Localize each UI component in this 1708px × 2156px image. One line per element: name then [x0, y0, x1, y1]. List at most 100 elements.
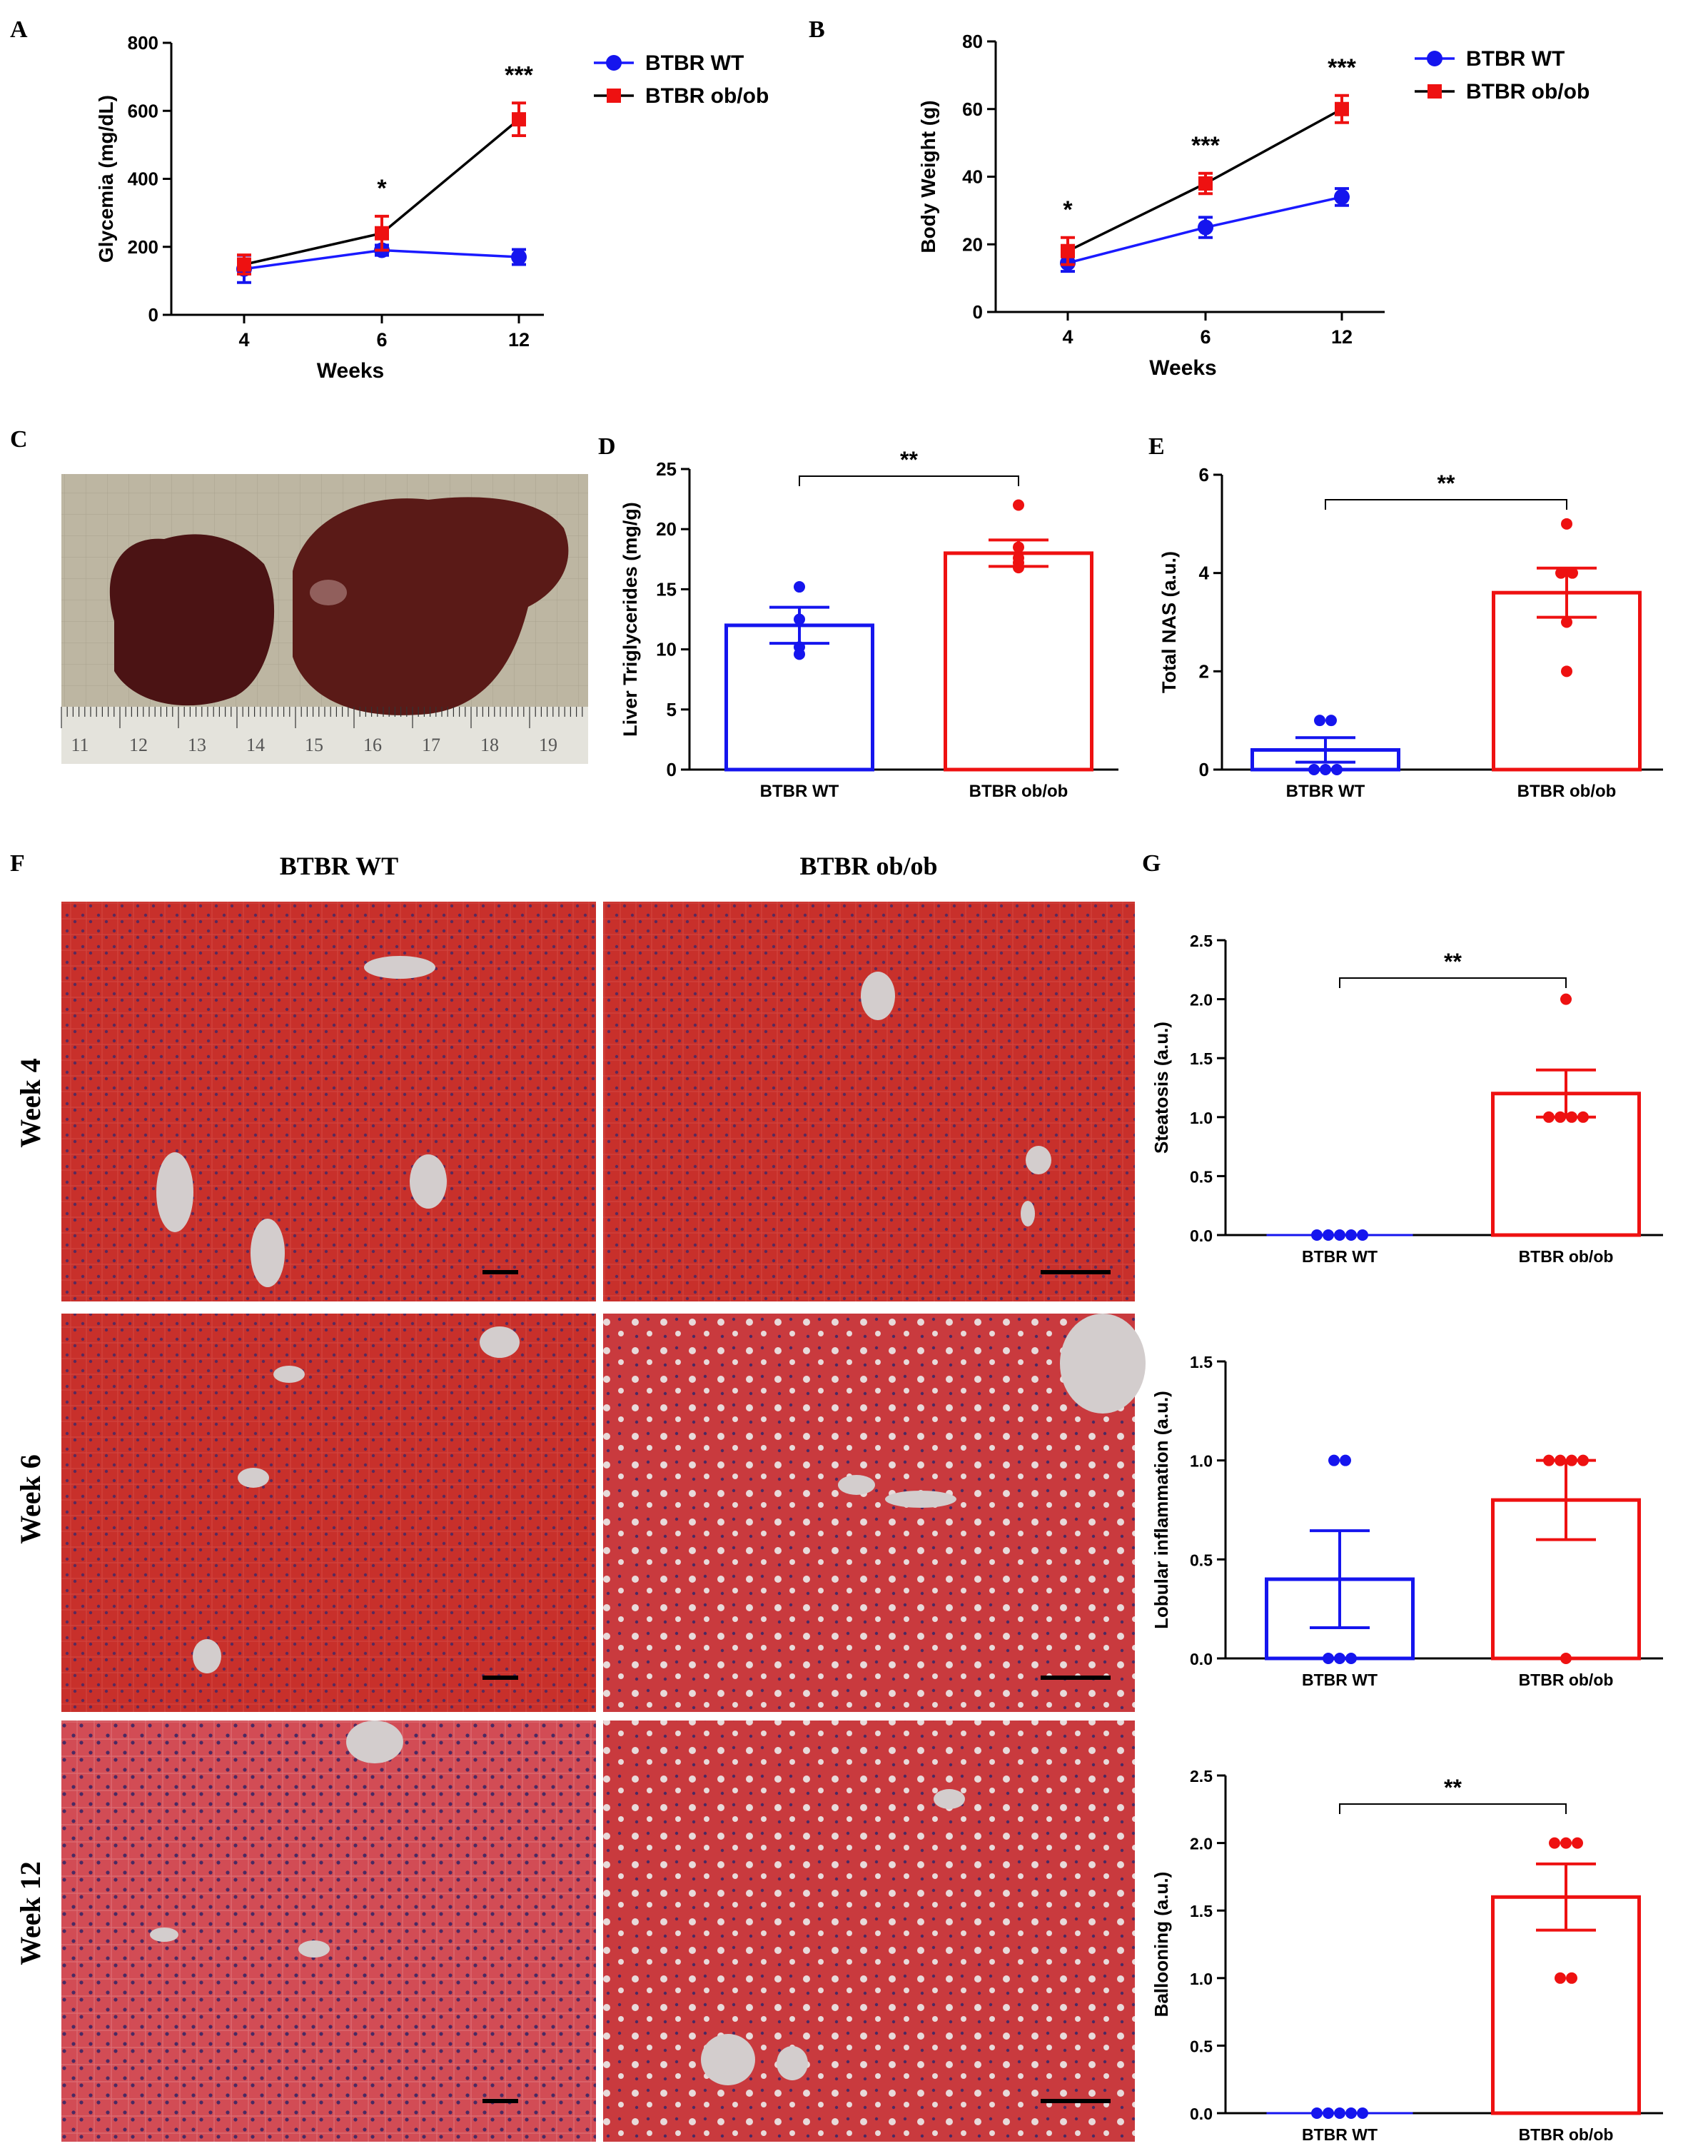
- data-point: [1323, 1653, 1334, 1664]
- histology-column-ob: BTBR ob/ob: [799, 852, 937, 880]
- small-liver: [109, 534, 275, 706]
- y-tick-label: 25: [656, 458, 677, 480]
- significance-bracket: [1339, 1803, 1567, 1814]
- vessel-lumen: [1021, 1201, 1035, 1226]
- data-point: [1345, 2107, 1357, 2119]
- significance-mark: *: [1063, 196, 1073, 223]
- legend-marker: [1427, 84, 1442, 99]
- data-point: [1566, 1111, 1577, 1123]
- data-point: [1198, 176, 1213, 191]
- data-point: [1314, 715, 1325, 727]
- histology-image: [61, 1721, 596, 2142]
- panel-letter-b: B: [809, 16, 825, 43]
- data-point: [1320, 764, 1331, 775]
- histology-grid: [61, 902, 1146, 2142]
- data-point: [1325, 715, 1337, 727]
- y-tick-label: 1.0: [1190, 1109, 1213, 1127]
- vessel-lumen: [777, 2046, 808, 2080]
- data-point: [1549, 1837, 1560, 1849]
- x-tick-label: BTBR ob/ob: [1519, 1671, 1614, 1689]
- vessel-lumen: [934, 1789, 965, 1809]
- chart-steatosis: 0.0 0.5 1.0 1.5 2.0 2.5 Steatosis (a.u.) BTBR W…: [1151, 932, 1663, 1266]
- large-liver: [293, 497, 569, 715]
- data-point: [1340, 1454, 1351, 1466]
- data-point: [1572, 1837, 1583, 1849]
- x-tick-label: 12: [508, 329, 530, 351]
- liver-photo: 11 12 13 14 15 16 17 18 19: [61, 474, 588, 764]
- vessel-lumen: [298, 1940, 330, 1958]
- x-tick-label: BTBR WT: [1302, 1247, 1378, 1266]
- panel-letter-d: D: [598, 433, 616, 460]
- panel-letter-a: A: [10, 16, 28, 43]
- ruler-number: 16: [363, 735, 382, 755]
- y-tick-label: 6: [1199, 464, 1209, 485]
- x-tick-label: BTBR ob/ob: [969, 782, 1068, 801]
- x-tick-label: 6: [376, 329, 387, 351]
- significance-mark: **: [1444, 949, 1462, 974]
- y-tick-label: 5: [667, 699, 677, 720]
- data-point: [1013, 552, 1024, 564]
- significance-bracket: [1325, 499, 1567, 510]
- histology-row-week4: Week 4: [14, 1058, 46, 1148]
- data-point: [511, 249, 527, 266]
- x-tick-label: BTBR WT: [1302, 2125, 1378, 2144]
- ruler-numbers: 11 12 13 14 15 16 17 18 19: [61, 707, 583, 755]
- ruler-number: 15: [305, 735, 323, 755]
- data-point: [1311, 1229, 1323, 1241]
- histology-row-week6: Week 6: [14, 1454, 46, 1544]
- data-point: [1345, 1653, 1357, 1664]
- y-tick-label: 20: [962, 233, 983, 255]
- y-axis-title: Total NAS (a.u.): [1158, 551, 1180, 693]
- data-point: [1577, 1111, 1589, 1123]
- x-tick-label: 6: [1200, 326, 1211, 348]
- ruler-number: 19: [539, 735, 557, 755]
- significance-mark: **: [1437, 470, 1455, 496]
- chart-ballooning: 0.0 0.5 1.0 1.5 2.0 2.5 Ballooning (a.u.) BTBR …: [1151, 1767, 1663, 2144]
- panel-letter-f: F: [10, 850, 25, 877]
- y-tick-label: 2.5: [1190, 1767, 1213, 1785]
- y-tick-label: 4: [1199, 563, 1210, 584]
- legend-label: BTBR WT: [645, 51, 744, 75]
- data-point: [1566, 1454, 1577, 1466]
- vessel-lumen: [251, 1219, 285, 1287]
- y-tick-label: 10: [656, 639, 677, 660]
- y-tick-label: 80: [962, 31, 983, 52]
- data-point: [1334, 188, 1350, 205]
- y-axis-title: Body Weight (g): [917, 100, 939, 253]
- y-tick-label: 0.5: [1190, 1551, 1213, 1569]
- ruler-number: 17: [422, 735, 440, 755]
- data-point: [1061, 243, 1075, 258]
- y-tick-label: 0.5: [1190, 2037, 1213, 2055]
- x-tick-label: BTBR ob/ob: [1519, 1247, 1614, 1266]
- data-point: [1334, 1653, 1345, 1664]
- data-point: [794, 613, 805, 625]
- y-axis-title: Ballooning (a.u.): [1151, 1872, 1172, 2018]
- x-tick-label: BTBR WT: [760, 782, 839, 801]
- data-point: [1555, 567, 1567, 579]
- y-tick-label: 40: [962, 166, 983, 188]
- data-point: [1328, 1454, 1340, 1466]
- vessel-lumen: [273, 1366, 305, 1383]
- histology-column-wt: BTBR WT: [280, 852, 398, 880]
- y-tick-label: 400: [128, 168, 158, 190]
- y-axis-title: Lobular inflammation (a.u.): [1151, 1391, 1172, 1629]
- chart-liver-triglycerides: 0 5 10 15 20 25 Liver Triglycerides (mg/g) BTBR…: [620, 447, 1118, 801]
- y-tick-label: 15: [656, 578, 677, 600]
- data-point: [1357, 1229, 1368, 1241]
- y-tick-label: 0: [973, 301, 983, 323]
- y-tick-label: 1.5: [1190, 1902, 1213, 1920]
- y-tick-label: 0.0: [1190, 1226, 1213, 1245]
- legend-label: BTBR ob/ob: [645, 84, 769, 108]
- data-point: [1323, 2107, 1334, 2119]
- ruler-number: 18: [480, 735, 499, 755]
- vessel-lumen: [1060, 1314, 1146, 1414]
- y-tick-label: 800: [128, 32, 158, 54]
- data-point: [1013, 499, 1024, 511]
- histology-row-week12: Week 12: [14, 1861, 46, 1965]
- data-point: [1561, 616, 1572, 628]
- significance-mark: **: [900, 447, 918, 473]
- vessel-lumen: [885, 1491, 956, 1508]
- vessel-lumen: [193, 1639, 221, 1673]
